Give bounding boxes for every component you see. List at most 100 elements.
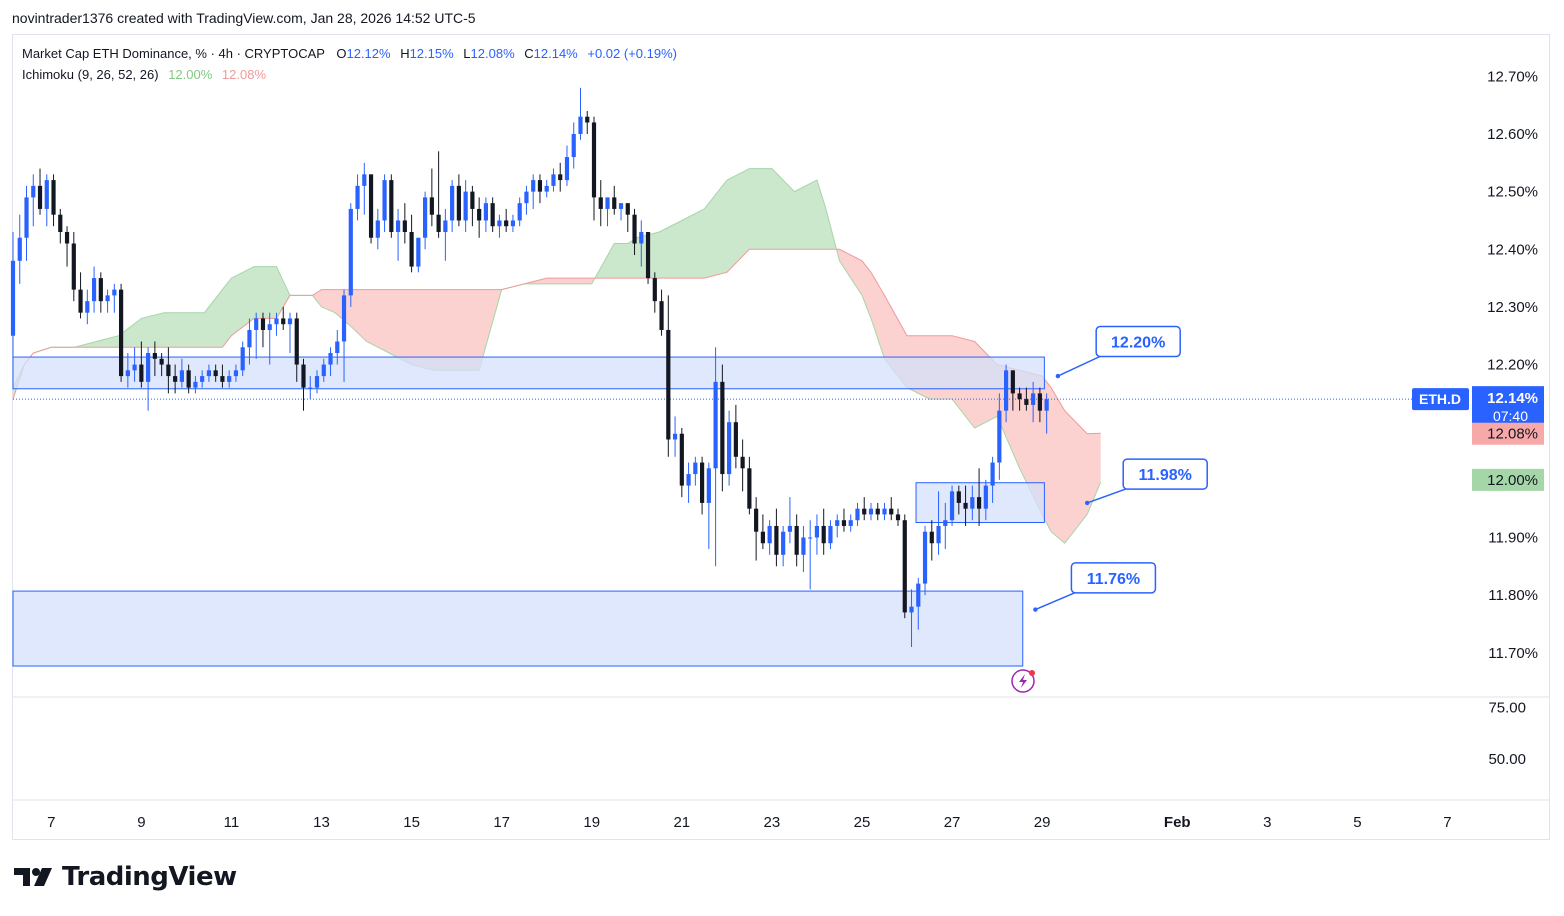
candle-body-142 <box>970 497 975 509</box>
candle-body-58 <box>402 220 407 232</box>
candle-body-100 <box>686 474 691 486</box>
candle-body-34 <box>240 347 245 371</box>
close-label: C <box>524 46 534 61</box>
candle-body-144 <box>983 485 988 509</box>
candle-body-138 <box>943 520 948 526</box>
candle-body-30 <box>213 370 218 377</box>
candle-body-1 <box>17 237 22 261</box>
symbol-legend[interactable]: Market Cap ETH Dominance, % · 4h · CRYPT… <box>22 46 677 61</box>
candle-body-35 <box>247 329 252 348</box>
candle-body-110 <box>754 508 759 532</box>
ichimoku-cloud-bull-4 <box>595 168 837 279</box>
callout-anchor-1 <box>1084 500 1090 506</box>
ichimoku-cloud-bear-1 <box>312 289 502 371</box>
candle-body-145 <box>990 462 995 486</box>
candle-body-59 <box>409 231 414 267</box>
candle-body-116 <box>794 525 799 555</box>
candle-body-38 <box>267 324 272 330</box>
x-tick-1: 9 <box>137 814 145 831</box>
candle-body-40 <box>281 318 286 325</box>
candle-body-82 <box>564 157 570 181</box>
x-tick-4: 15 <box>403 814 420 831</box>
candle-body-43 <box>301 364 306 388</box>
candle-body-23 <box>166 364 171 377</box>
candle-body-17 <box>125 370 130 377</box>
candle-body-77 <box>531 180 536 192</box>
candle-body-125 <box>855 508 860 521</box>
callout-pointer-0 <box>1057 353 1105 377</box>
high-value: 12.15% <box>409 46 454 61</box>
candle-body-79 <box>544 185 549 192</box>
chart-frame <box>12 34 1550 840</box>
senkou-b-label-bg <box>1472 422 1544 445</box>
candle-body-25 <box>179 370 184 382</box>
candle-body-102 <box>699 462 705 503</box>
senkou-a-label: 12.00% <box>1487 472 1538 489</box>
candle-body-55 <box>382 180 387 221</box>
lower-y-tick-0: 75.00 <box>1488 699 1526 716</box>
candle-body-45 <box>314 376 320 388</box>
candle-body-139 <box>949 491 955 521</box>
candle-body-106 <box>727 422 732 475</box>
candle-body-20 <box>146 353 151 382</box>
candle-body-134 <box>916 583 921 607</box>
candle-body-149 <box>1017 393 1022 400</box>
candle-body-120 <box>821 525 826 544</box>
candle-body-93 <box>639 231 644 244</box>
candle-body-57 <box>395 220 401 232</box>
callout-label-1: 11.98% <box>1139 467 1192 484</box>
candle-body-76 <box>524 191 529 204</box>
candle-body-96 <box>659 301 664 330</box>
candle-body-70 <box>483 203 489 221</box>
candle-body-53 <box>368 174 374 238</box>
candle-body-48 <box>335 341 340 354</box>
candle-body-21 <box>152 353 157 359</box>
candle-body-24 <box>173 376 178 382</box>
y-tick-7: 11.80% <box>1488 587 1538 604</box>
open-label: O <box>336 46 347 61</box>
ichimoku-cloud-bull-0 <box>13 266 313 400</box>
senkou-b-label: 12.08% <box>1487 426 1538 443</box>
symbol-title: Market Cap ETH Dominance, % · 4h · CRYPT… <box>22 46 325 61</box>
candle-body-107 <box>733 422 738 457</box>
candle-body-148 <box>1010 370 1015 394</box>
last-price-label-bg <box>1472 386 1544 429</box>
event-dot-icon <box>1029 670 1035 676</box>
candle-body-36 <box>254 318 259 330</box>
x-tick-15: 7 <box>1443 814 1451 831</box>
indicator-legend[interactable]: Ichimoku (9, 26, 52, 26) 12.00% 12.08% <box>22 67 266 82</box>
indicator-title: Ichimoku (9, 26, 52, 26) <box>22 67 159 82</box>
candle-body-118 <box>808 537 813 539</box>
candle-body-99 <box>679 433 684 486</box>
candle-body-61 <box>423 197 428 238</box>
candle-body-26 <box>186 370 191 388</box>
symbol-tag: ETH.D <box>1419 391 1461 407</box>
y-tick-1: 12.60% <box>1487 126 1538 143</box>
candle-body-119 <box>814 525 820 538</box>
symbol-tag-bg <box>1412 388 1469 411</box>
support-zone-2 <box>12 590 1024 667</box>
x-tick-2: 11 <box>224 814 240 831</box>
candle-body-140 <box>956 491 961 503</box>
x-tick-11: 29 <box>1034 814 1051 831</box>
candle-body-5 <box>44 180 49 209</box>
y-tick-5: 12.20% <box>1487 357 1538 374</box>
candle-body-8 <box>64 231 70 244</box>
candle-body-105 <box>720 381 725 475</box>
x-tick-12: Feb <box>1164 814 1191 831</box>
candle-body-28 <box>200 376 205 382</box>
callout-box-0 <box>1095 325 1181 358</box>
candle-body-104 <box>713 381 718 469</box>
brand-logo[interactable]: TradingView <box>14 862 237 892</box>
last-price-label: 12.14% <box>1487 390 1538 407</box>
candle-body-111 <box>760 531 765 544</box>
candle-body-75 <box>517 203 522 221</box>
y-tick-2: 12.50% <box>1487 184 1538 201</box>
candle-body-153 <box>1044 399 1049 411</box>
candle-body-114 <box>781 531 786 555</box>
candle-body-78 <box>537 180 543 192</box>
ichimoku-cloud-bear-5 <box>836 249 1101 544</box>
candle-body-18 <box>132 364 137 371</box>
candle-body-31 <box>220 376 225 382</box>
